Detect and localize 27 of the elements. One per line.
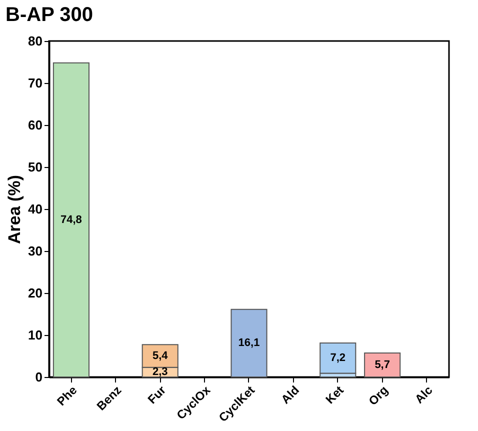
y-tick-label: 30 xyxy=(28,244,42,258)
y-tick-label: 40 xyxy=(28,202,42,216)
y-tick-label: 10 xyxy=(28,328,42,342)
chart-title: B-AP 300 xyxy=(6,4,93,26)
x-tick-label: Alc xyxy=(412,382,436,406)
x-tick-label: Ald xyxy=(278,383,302,407)
x-tick-label: Org xyxy=(366,383,391,408)
data-label: 16,1 xyxy=(238,337,260,350)
y-tick-label: 20 xyxy=(28,286,42,300)
data-label: 7,2 xyxy=(330,352,346,364)
data-label: 2,3 xyxy=(152,366,168,378)
bar xyxy=(230,308,268,378)
x-tick-label: Fur xyxy=(145,382,169,407)
y-tick-label: 80 xyxy=(28,34,42,48)
bar xyxy=(364,352,401,378)
bar xyxy=(52,62,90,378)
y-tick-label: 0 xyxy=(35,370,42,384)
y-tick-label: 60 xyxy=(28,118,42,132)
y-tick-label: 70 xyxy=(28,76,42,90)
data-label: 5,4 xyxy=(152,350,169,362)
bar xyxy=(320,342,356,374)
x-tick-label: Phe xyxy=(54,382,80,409)
y-axis-title: Area (%) xyxy=(5,175,24,244)
y-tick-label: 50 xyxy=(28,160,42,174)
x-tick-label: Ket xyxy=(322,383,346,407)
data-label: 5,7 xyxy=(374,359,390,372)
data-label: 74,8 xyxy=(60,214,82,226)
